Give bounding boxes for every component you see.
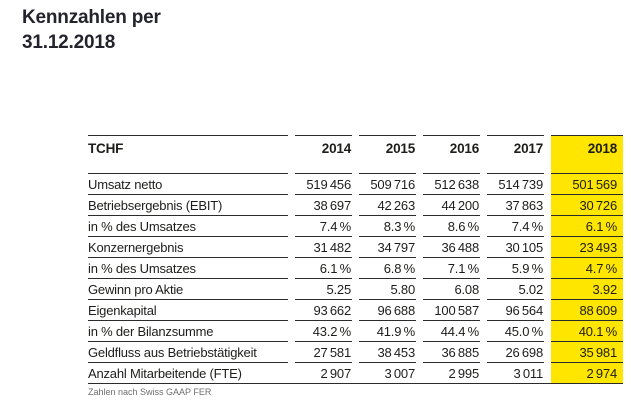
page-title-line2: 31.12.2018 (22, 32, 116, 53)
cell-2014: 519 456 (295, 173, 352, 194)
cell-2018-highlighted: 3.92 (551, 278, 623, 299)
footnote: Zahlen nach Swiss GAAP FER (88, 387, 212, 397)
cell-2018-highlighted: 23 493 (551, 236, 623, 257)
cell-2017: 96 564 (487, 299, 544, 320)
cell-2015: 41.9 % (359, 320, 416, 341)
table-row: Betriebsergebnis (EBIT) 38 697 42 263 44… (88, 194, 623, 215)
cell-2017: 5.02 (487, 278, 544, 299)
cell-2018-highlighted: 501 569 (551, 173, 623, 194)
cell-2016: 8.6 % (423, 215, 480, 236)
row-label: Umsatz netto (88, 173, 288, 194)
cell-2014: 7.4 % (295, 215, 352, 236)
cell-2017: 3 011 (487, 362, 544, 383)
table-row: Eigenkapital 93 662 96 688 100 587 96 56… (88, 299, 623, 320)
cell-2018-highlighted: 88 609 (551, 299, 623, 320)
cell-2014: 31 482 (295, 236, 352, 257)
cell-2014: 6.1 % (295, 257, 352, 278)
table-row: Umsatz netto 519 456 509 716 512 638 514… (88, 173, 623, 194)
cell-2015: 6.8 % (359, 257, 416, 278)
cell-2016: 44.4 % (423, 320, 480, 341)
cell-2018-highlighted: 40.1 % (551, 320, 623, 341)
cell-2014: 2 907 (295, 362, 352, 383)
table-row: in % der Bilanzsumme 43.2 % 41.9 % 44.4 … (88, 320, 623, 341)
cell-2015: 34 797 (359, 236, 416, 257)
cell-2014: 5.25 (295, 278, 352, 299)
row-label: in % der Bilanzsumme (88, 320, 288, 341)
header-cell-2018-highlighted: 2018 (551, 135, 623, 173)
cell-2015: 8.3 % (359, 215, 416, 236)
table-row: in % des Umsatzes 6.1 % 6.8 % 7.1 % 5.9 … (88, 257, 623, 278)
header-cell-2016: 2016 (423, 135, 480, 173)
header-cell-2015: 2015 (359, 135, 416, 173)
cell-2016: 2 995 (423, 362, 480, 383)
row-label: Gewinn pro Aktie (88, 278, 288, 299)
cell-2015: 5.80 (359, 278, 416, 299)
cell-2016: 44 200 (423, 194, 480, 215)
table-row: Konzernergebnis 31 482 34 797 36 488 30 … (88, 236, 623, 257)
cell-2017: 5.9 % (487, 257, 544, 278)
cell-2017: 26 698 (487, 341, 544, 362)
table-row: Anzahl Mitarbeitende (FTE) 2 907 3 007 2… (88, 362, 623, 383)
cell-2016: 512 638 (423, 173, 480, 194)
cell-2014: 43.2 % (295, 320, 352, 341)
cell-2015: 96 688 (359, 299, 416, 320)
row-label: Anzahl Mitarbeitende (FTE) (88, 362, 288, 383)
page-title: Kennzahlen per 31.12.2018 (22, 5, 161, 55)
row-label: Eigenkapital (88, 299, 288, 320)
cell-2016: 7.1 % (423, 257, 480, 278)
table-row: Geldfluss aus Betriebstätigkeit 27 581 3… (88, 341, 623, 362)
cell-2015: 3 007 (359, 362, 416, 383)
cell-2018-highlighted: 2 974 (551, 362, 623, 383)
cell-2017: 30 105 (487, 236, 544, 257)
table-row: in % des Umsatzes 7.4 % 8.3 % 8.6 % 7.4 … (88, 215, 623, 236)
page-title-line1: Kennzahlen per (22, 7, 161, 28)
cell-2014: 27 581 (295, 341, 352, 362)
cell-2015: 42 263 (359, 194, 416, 215)
cell-2018-highlighted: 4.7 % (551, 257, 623, 278)
row-label: Konzernergebnis (88, 236, 288, 257)
row-label: Betriebsergebnis (EBIT) (88, 194, 288, 215)
cell-2018-highlighted: 30 726 (551, 194, 623, 215)
header-cell-2017: 2017 (487, 135, 544, 173)
table-header-row: TCHF 2014 2015 2016 2017 2018 (88, 135, 623, 173)
cell-2014: 38 697 (295, 194, 352, 215)
cell-2016: 100 587 (423, 299, 480, 320)
header-cell-tchf: TCHF (88, 135, 288, 173)
cell-2015: 38 453 (359, 341, 416, 362)
cell-2017: 37 863 (487, 194, 544, 215)
row-label: in % des Umsatzes (88, 257, 288, 278)
cell-2016: 6.08 (423, 278, 480, 299)
cell-2015: 509 716 (359, 173, 416, 194)
cell-2018-highlighted: 6.1 % (551, 215, 623, 236)
cell-2017: 7.4 % (487, 215, 544, 236)
cell-2017: 514 739 (487, 173, 544, 194)
cell-2014: 93 662 (295, 299, 352, 320)
table-row: Gewinn pro Aktie 5.25 5.80 6.08 5.02 3.9… (88, 278, 623, 299)
cell-2017: 45.0 % (487, 320, 544, 341)
row-label: Geldfluss aus Betriebstätigkeit (88, 341, 288, 362)
header-cell-2014: 2014 (295, 135, 352, 173)
key-figures-table: TCHF 2014 2015 2016 2017 2018 Umsatz net… (88, 135, 623, 384)
table-body: Umsatz netto 519 456 509 716 512 638 514… (88, 173, 623, 383)
cell-2018-highlighted: 35 981 (551, 341, 623, 362)
cell-2016: 36 488 (423, 236, 480, 257)
cell-2016: 36 885 (423, 341, 480, 362)
row-label: in % des Umsatzes (88, 215, 288, 236)
